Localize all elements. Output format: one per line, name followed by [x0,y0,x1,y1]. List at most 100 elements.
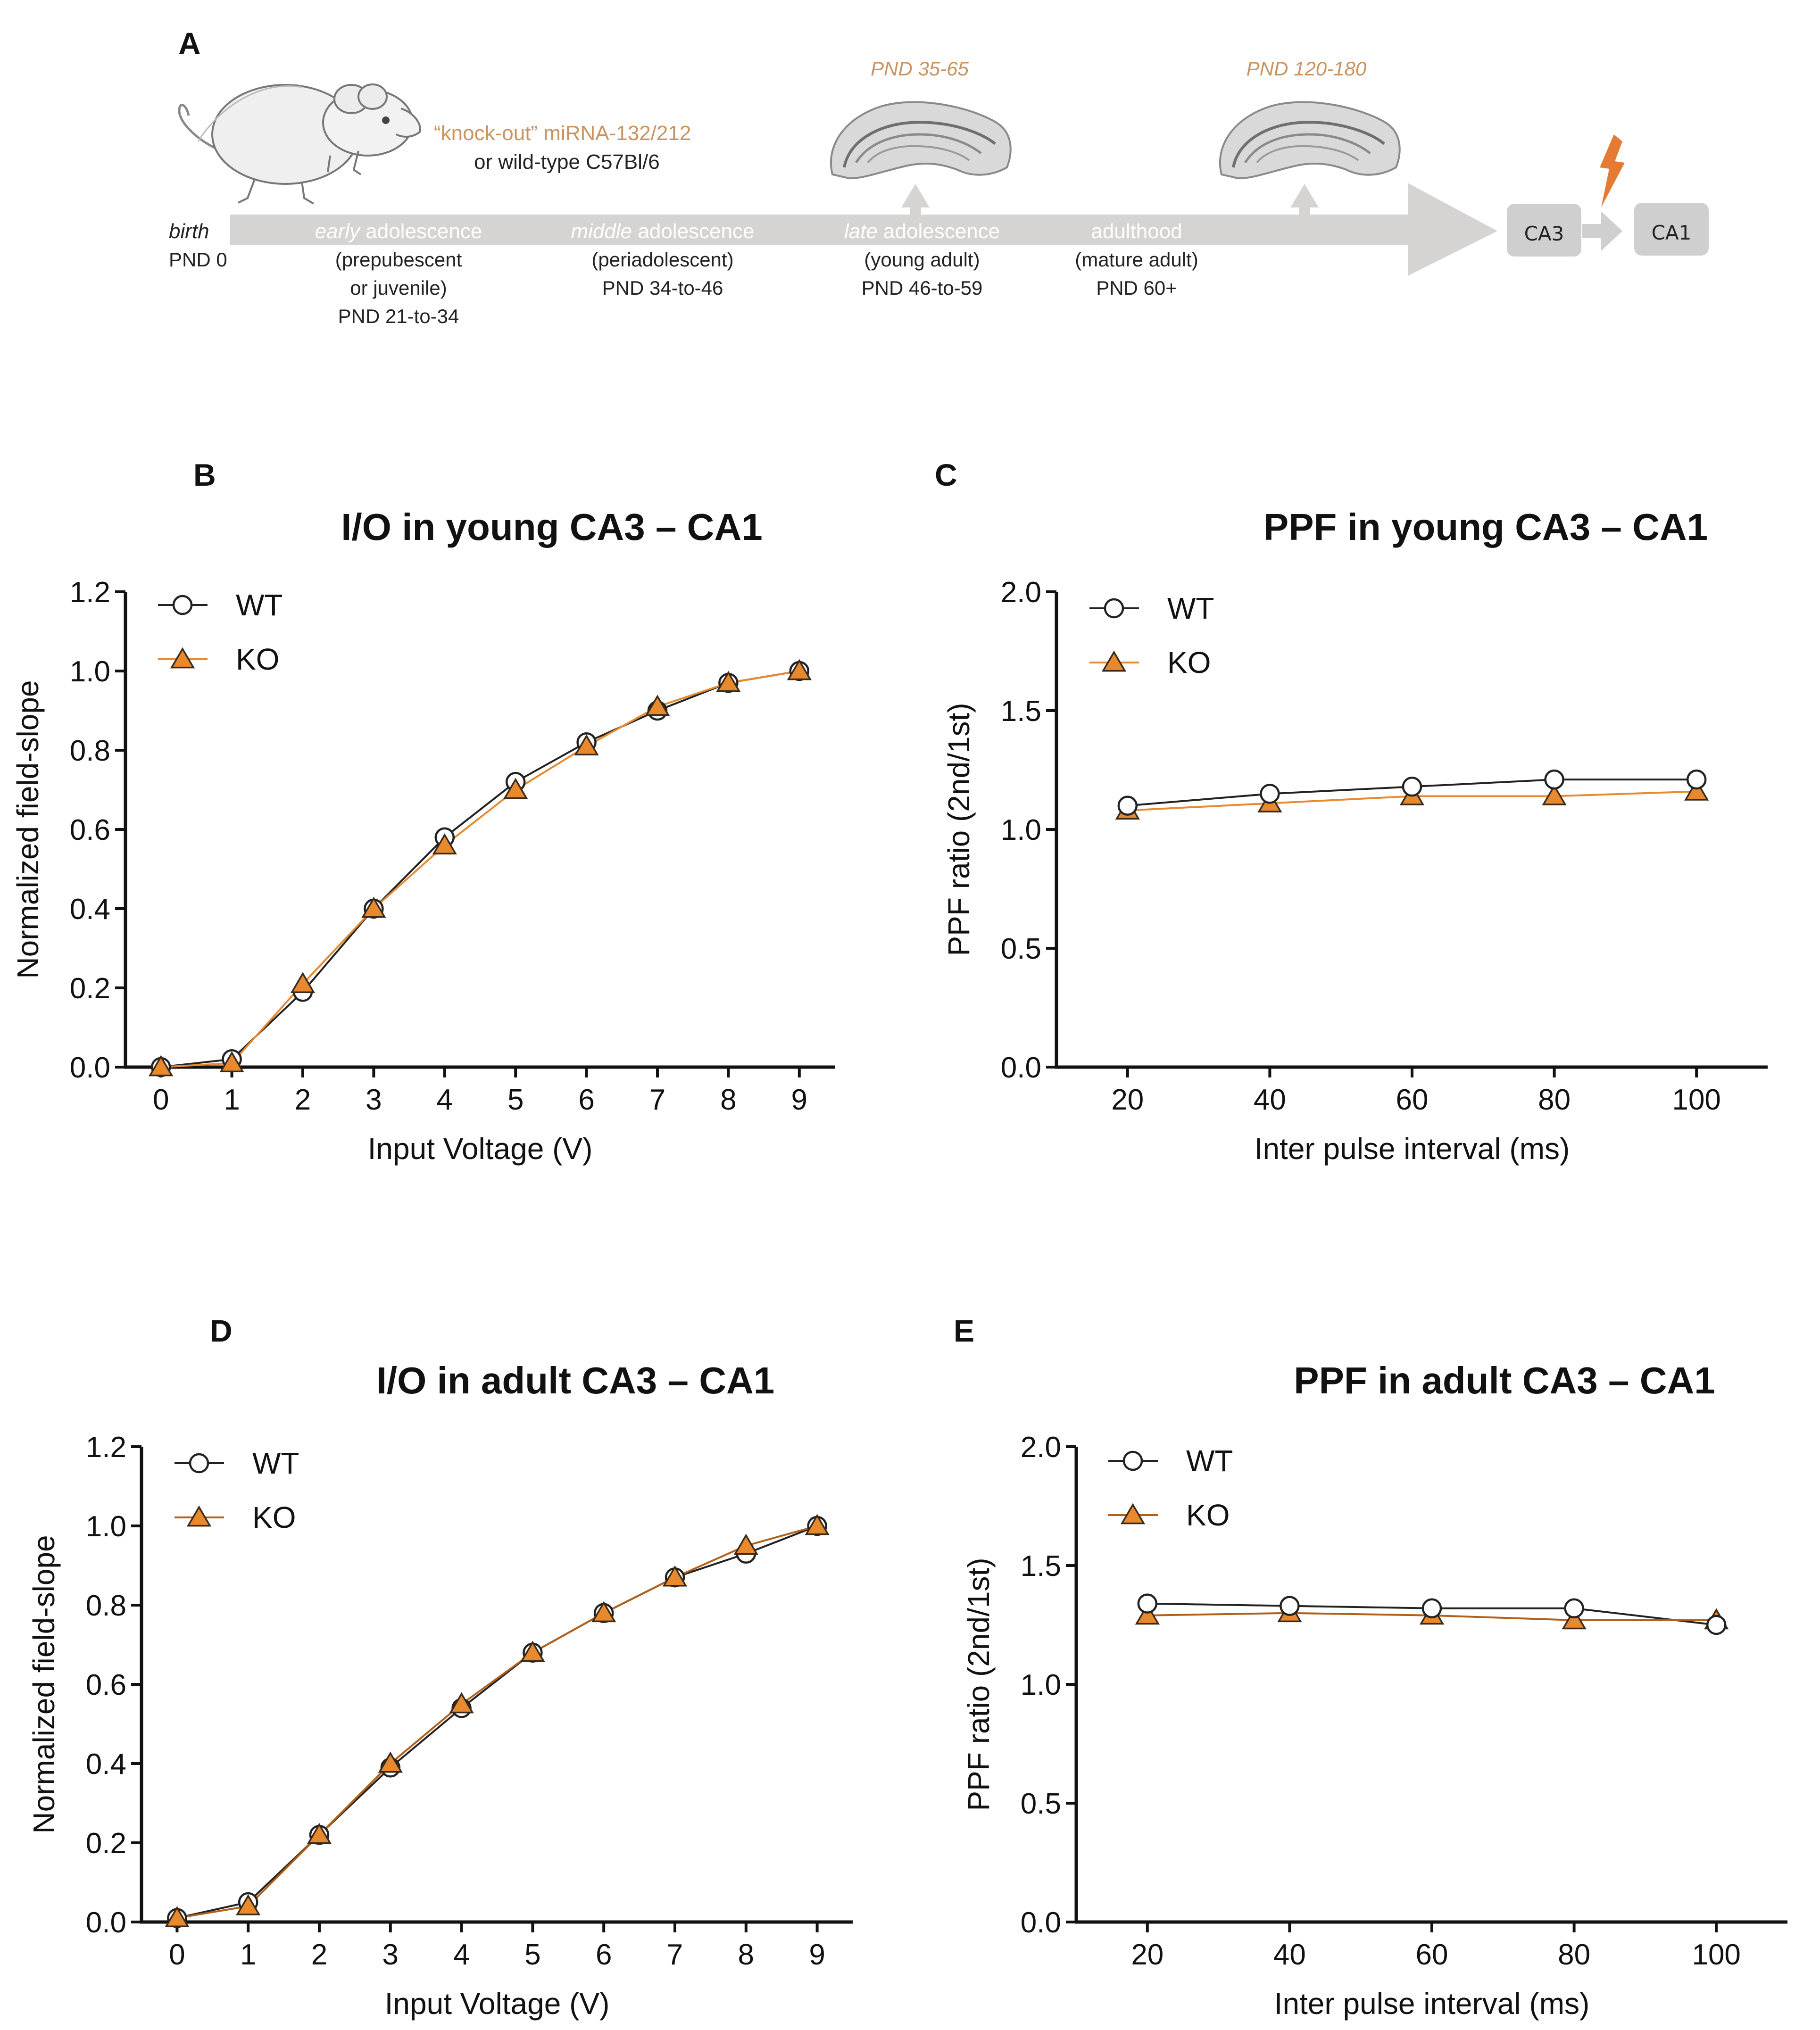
stage-late-rest: adolescence [878,220,1000,243]
x-tick-label: 7 [667,1939,683,1971]
y-tick-label: 0.8 [86,1590,126,1622]
ca3-label: CA3 [1524,222,1564,245]
data-point-ko [1562,1608,1587,1630]
data-point-ko [1135,1603,1160,1625]
x-tick-label: 60 [1416,1939,1448,1971]
data-point-wt [1706,1615,1727,1635]
x-tick-label: 4 [437,1084,453,1116]
legend-label-ko: KO [1167,646,1211,679]
data-point-wt [1117,795,1138,816]
stage-adult-sub1: (mature adult) [1075,249,1198,271]
stage-middle-rest: adolescence [632,220,754,243]
y-axis-label: Normalized field-slope [11,680,45,978]
x-tick-label: 100 [1692,1939,1740,1971]
stage-early-sub1: (prepubescent [335,249,462,271]
x-axis-label: Input Voltage (V) [385,1987,610,2021]
x-tick-label: 4 [453,1939,469,1971]
x-tick-label: 5 [524,1939,540,1971]
stage-middle-em: middle [571,220,632,243]
legend-label-ko: KO [252,1500,296,1534]
data-point-ko [149,1055,174,1077]
x-tick-label: 8 [738,1939,754,1971]
stage-early-pnd: PND 21-to-34 [338,305,459,327]
x-tick-label: 20 [1111,1084,1144,1116]
chart-title: I/O in young CA3 – CA1 [341,506,762,548]
slice-1-pointer [901,184,930,215]
y-tick-label: 1.2 [70,576,110,609]
data-point-ko [716,671,741,692]
data-point-wt [1280,1596,1300,1616]
y-tick-label: 0.5 [1001,933,1041,965]
y-tick-label: 1.5 [1001,695,1041,728]
chart-panel-c: C PPF in young CA3 – CA1 0.0 0.5 1.0 1.5 2.0 20… [935,457,1768,1166]
panel-a-letter: A [178,26,201,61]
data-point-wt [1544,769,1564,790]
x-tick-label: 60 [1396,1084,1429,1116]
panel-a: A “knock-out” miRNA-132/212 or wild-type… [169,26,1709,327]
data-point-ko [1542,784,1567,805]
legend-marker-ko [1120,1503,1146,1525]
data-point-wt [1137,1593,1158,1614]
legend-marker-wt [1122,1450,1143,1471]
data-point-wt [1260,784,1280,804]
data-point-ko [645,695,670,716]
x-tick-label: 2 [311,1939,327,1971]
series-line-ko [161,670,800,1068]
x-axis-label: Inter pulse interval (ms) [1274,1987,1590,2021]
stimulation-bolt-icon [1600,134,1625,207]
legend-marker-ko [1101,650,1127,672]
panel-letter: D [210,1313,233,1348]
data-point-ko [520,1641,545,1662]
birth-pnd: PND 0 [169,249,227,271]
data-point-ko [1684,779,1709,801]
series-line-ko [177,1525,818,1919]
data-point-ko [236,1894,261,1915]
stage-middle-sub1: (periadolescent) [591,249,733,271]
birth-label: birth [169,220,209,243]
x-axis-label: Input Voltage (V) [368,1132,593,1166]
x-tick-label: 100 [1672,1084,1720,1116]
data-point-ko [378,1751,403,1773]
stage-adult-heading: adulthood [1091,220,1182,243]
hippocampus-slice-2 [1219,101,1401,180]
chart-panel-e: E PPF in adult CA3 – CA1 0.0 0.5 1.0 1.5 2.0 20… [954,1313,1787,2021]
data-point-ko [290,972,316,993]
y-tick-label: 0.6 [70,814,110,846]
y-tick-label: 0.0 [86,1906,126,1939]
slice-label-2: PND 120-180 [1247,58,1367,80]
legend-marker-ko [170,647,195,669]
data-point-wt [1402,777,1422,797]
data-point-wt [1564,1598,1584,1618]
data-point-ko [805,1514,830,1535]
x-tick-label: 2 [295,1084,311,1116]
legend-label-wt: WT [236,588,283,622]
data-point-wt [1421,1598,1442,1618]
chart-title: PPF in young CA3 – CA1 [1263,506,1708,548]
data-point-ko [591,1601,616,1623]
y-tick-label: 1.0 [1021,1669,1061,1701]
x-tick-label: 7 [649,1084,665,1116]
x-tick-label: 0 [169,1939,185,1971]
y-tick-label: 0.4 [70,893,110,926]
panel-letter: C [935,457,957,492]
data-point-ko [165,1906,190,1927]
stage-late-sub1: (young adult) [864,249,980,271]
panel-letter: E [954,1313,974,1348]
legend-label-wt: WT [252,1446,299,1480]
y-tick-label: 1.0 [1001,814,1041,846]
chart-panel-b: B I/O in young CA3 – CA1 0.0 0.2 0.4 0.6 0.8 1.… [11,457,835,1166]
y-axis-label: Normalized field-slope [27,1535,61,1833]
stage-early-rest: adolescence [360,220,482,243]
hippocampus-slice-1 [830,101,1012,180]
data-point-ko [449,1692,474,1714]
x-tick-label: 3 [382,1939,399,1971]
x-tick-label: 1 [224,1084,240,1116]
stage-early-em: early [315,220,361,243]
x-axis-label: Inter pulse interval (ms) [1255,1132,1570,1166]
y-tick-label: 1.0 [70,655,110,688]
chart-panel-d: D I/O in adult CA3 – CA1 0.0 0.2 0.4 0.6 0.8 1.… [27,1313,853,2021]
stage-late-heading: late adolescence [844,220,1000,243]
slice-label-1: PND 35-65 [871,58,969,80]
ca1-label: CA1 [1652,221,1692,244]
y-tick-label: 0.0 [1021,1906,1061,1939]
